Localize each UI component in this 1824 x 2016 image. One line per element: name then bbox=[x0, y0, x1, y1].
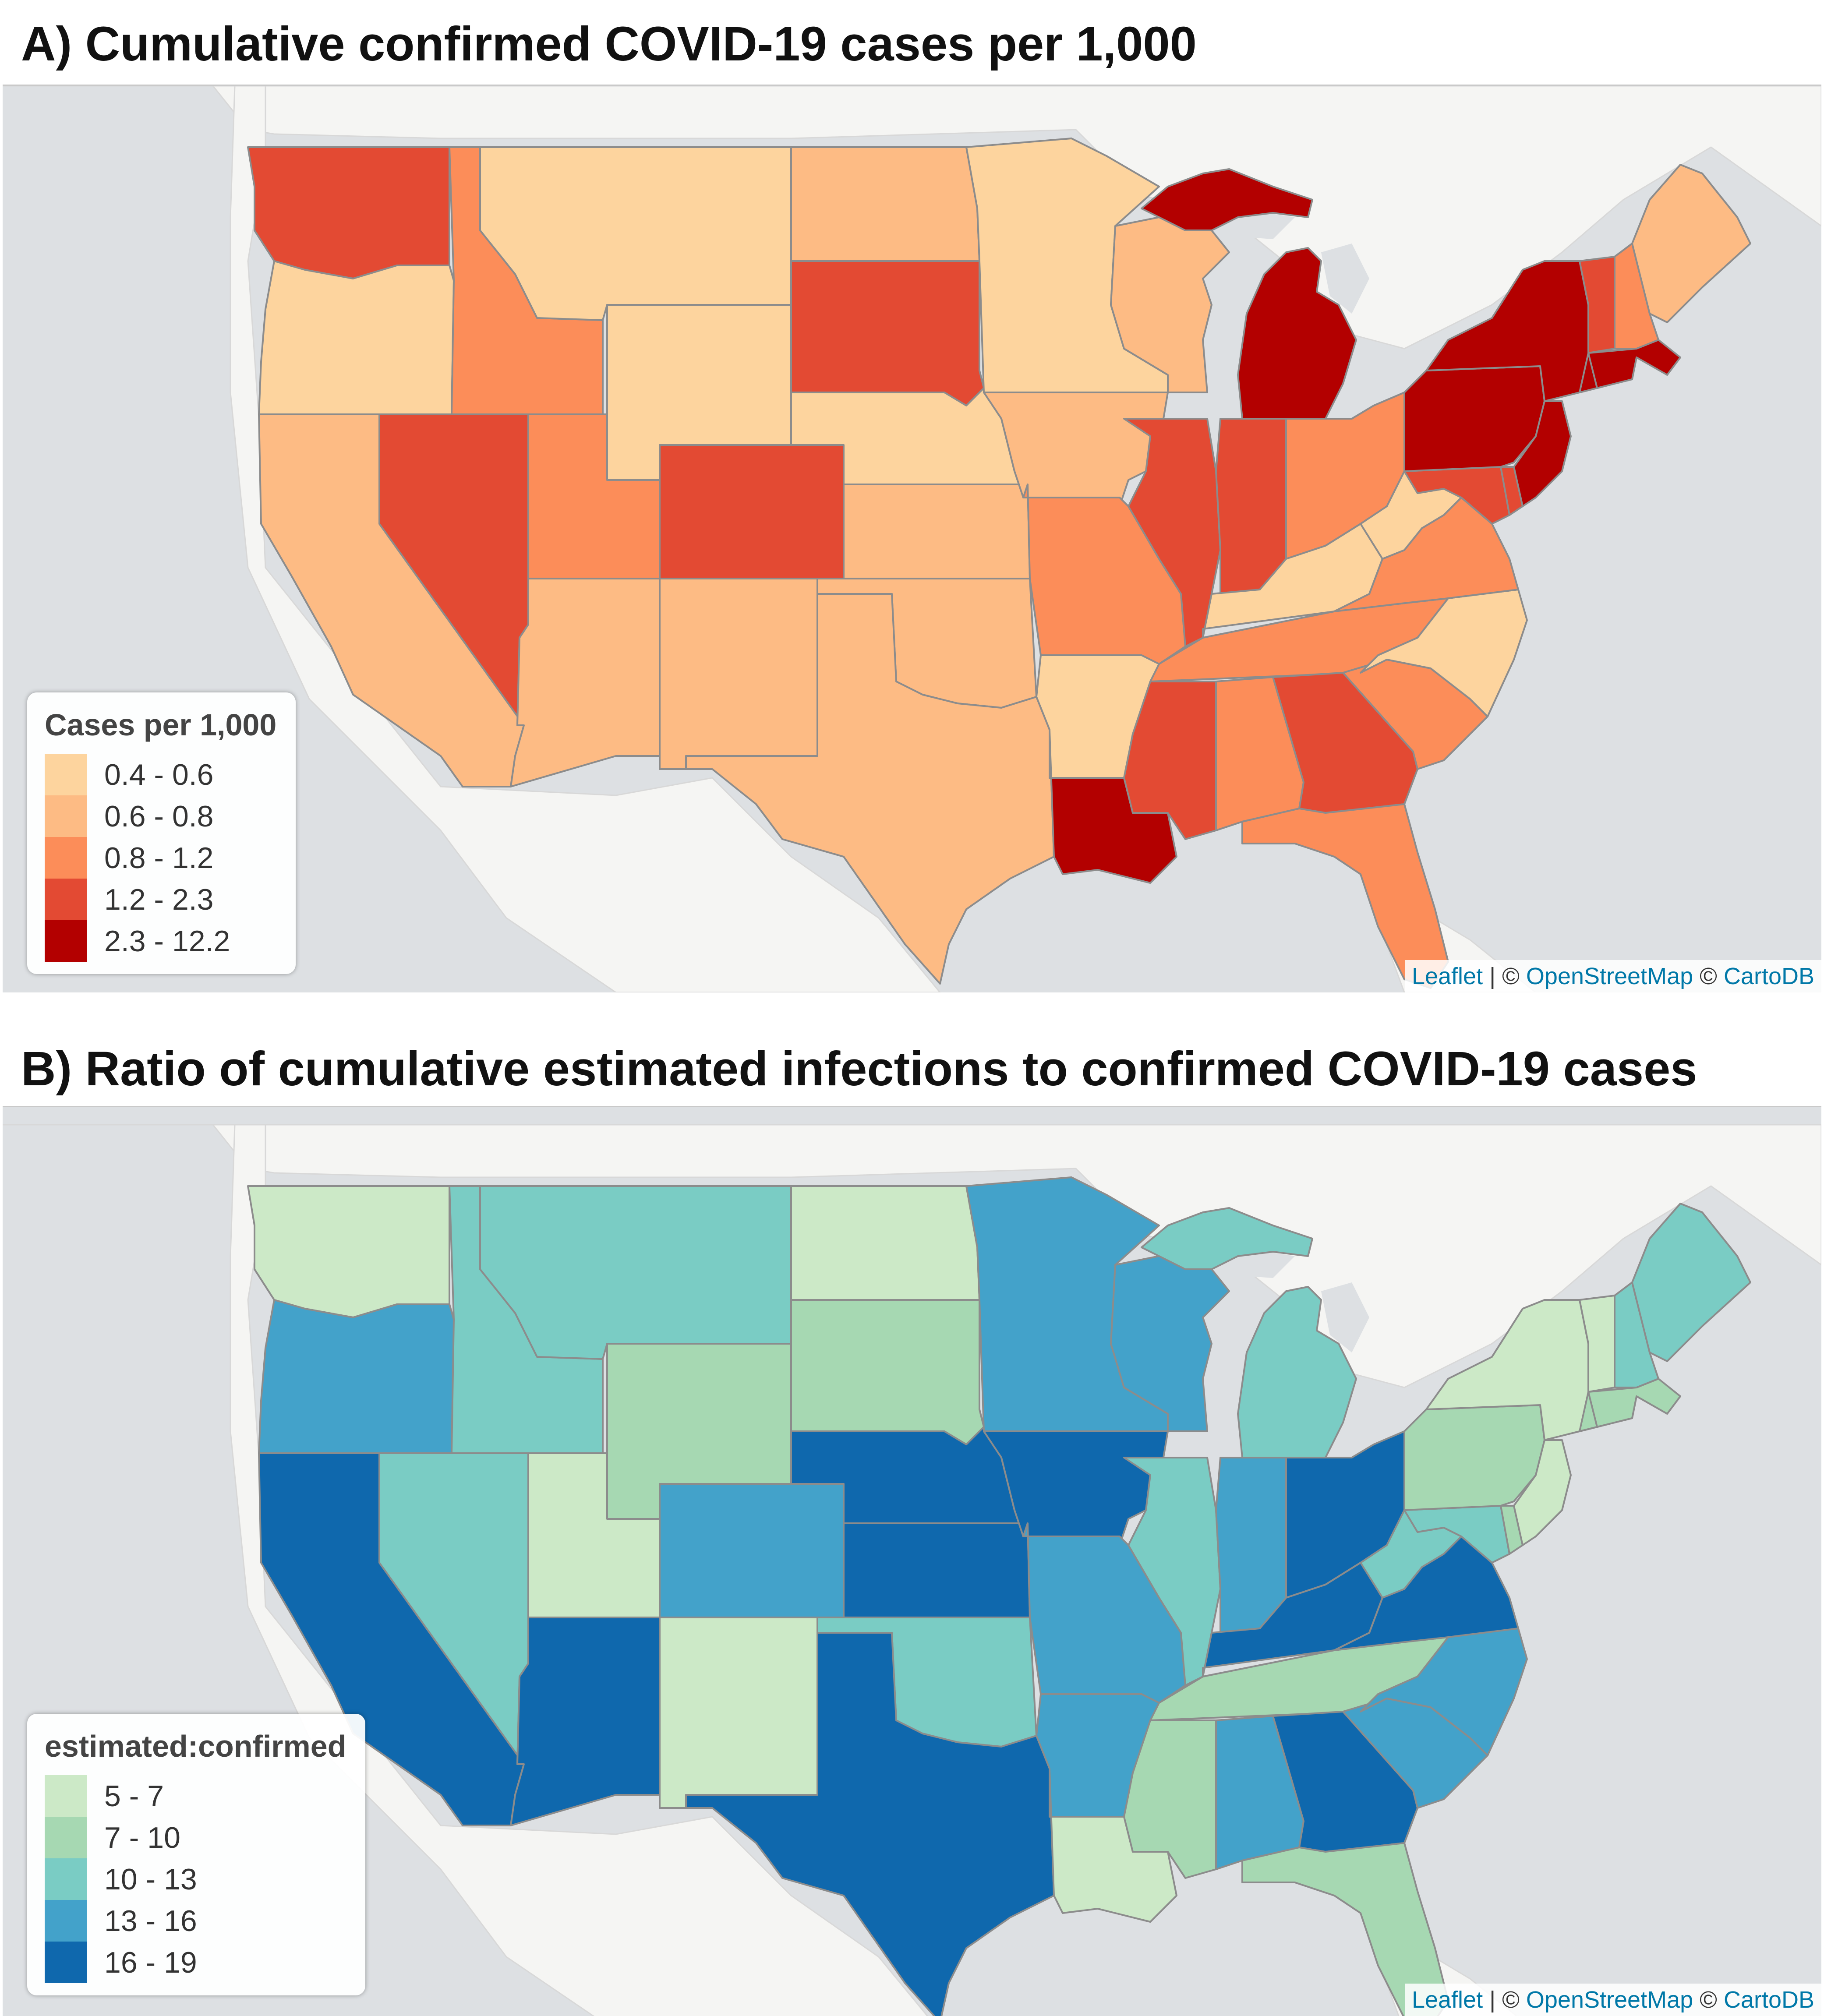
cartodb-link[interactable]: CartoDB bbox=[1723, 963, 1814, 989]
legend-item: 5 - 7 bbox=[45, 1775, 346, 1817]
legend-swatch bbox=[45, 1942, 87, 1983]
legend-label: 0.4 - 0.6 bbox=[104, 758, 214, 791]
legend-label: 13 - 16 bbox=[104, 1904, 197, 1938]
legend-item: 13 - 16 bbox=[45, 1900, 346, 1942]
attribution-separator: | © bbox=[1483, 1987, 1526, 2013]
legend-item: 0.8 - 1.2 bbox=[45, 837, 276, 879]
legend-swatch bbox=[45, 795, 87, 837]
leaflet-link[interactable]: Leaflet bbox=[1411, 963, 1483, 989]
state-co bbox=[659, 444, 845, 579]
legend-swatch bbox=[45, 1900, 87, 1942]
panel-a-legend: Cases per 1,000 0.4 - 0.6 0.6 - 0.8 0.8 … bbox=[27, 692, 296, 974]
lake-huron bbox=[1321, 1282, 1369, 1352]
continent-land bbox=[230, 86, 941, 992]
state-nj bbox=[1513, 400, 1572, 507]
openstreetmap-link[interactable]: OpenStreetMap bbox=[1526, 1987, 1693, 2013]
state-me bbox=[1631, 1203, 1751, 1362]
legend-item: 10 - 13 bbox=[45, 1858, 346, 1900]
lake-erie bbox=[1369, 349, 1448, 392]
legend-title: Cases per 1,000 bbox=[45, 708, 277, 742]
legend-swatch bbox=[45, 879, 87, 920]
legend-label: 7 - 10 bbox=[104, 1821, 180, 1854]
state-nd bbox=[790, 1185, 980, 1301]
legend-item: 0.4 - 0.6 bbox=[45, 754, 276, 795]
legend-swatch bbox=[45, 1858, 87, 1900]
legend-swatch bbox=[45, 754, 87, 795]
legend-item: 7 - 10 bbox=[45, 1817, 346, 1858]
legend-label: 0.6 - 0.8 bbox=[104, 799, 214, 833]
panel-b-map[interactable]: estimated:confirmed 5 - 7 7 - 10 10 - 13… bbox=[3, 1106, 1821, 2016]
state-tx bbox=[685, 1632, 1055, 2016]
state-me bbox=[1631, 164, 1751, 323]
legend-label: 1.2 - 2.3 bbox=[104, 883, 214, 916]
state-miup bbox=[1141, 168, 1313, 231]
state-tx bbox=[685, 593, 1055, 985]
panel-b-title: B) Ratio of cumulative estimated infecti… bbox=[21, 1042, 1697, 1096]
legend-label: 0.8 - 1.2 bbox=[104, 841, 214, 875]
legend-item: 0.6 - 0.8 bbox=[45, 795, 276, 837]
state-nm bbox=[659, 1617, 818, 1809]
legend-label: 5 - 7 bbox=[104, 1779, 164, 1813]
state-ks bbox=[843, 484, 1031, 579]
legend-item: 2.3 - 12.2 bbox=[45, 920, 276, 962]
panel-a-map[interactable]: Cases per 1,000 0.4 - 0.6 0.6 - 0.8 0.8 … bbox=[3, 85, 1821, 992]
state-or bbox=[258, 1299, 455, 1454]
state-az bbox=[510, 578, 661, 787]
state-sd bbox=[790, 260, 985, 406]
legend-item: 16 - 19 bbox=[45, 1942, 346, 1983]
panel-b-attribution: Leaflet | © OpenStreetMap © CartoDB bbox=[1404, 1984, 1821, 2016]
state-ia bbox=[983, 392, 1169, 507]
panel-a-attribution: Leaflet | © OpenStreetMap © CartoDB bbox=[1404, 960, 1821, 992]
state-sd bbox=[790, 1299, 985, 1445]
state-in bbox=[1215, 418, 1287, 595]
state-co bbox=[659, 1483, 845, 1618]
state-in bbox=[1215, 1457, 1287, 1634]
lake-huron bbox=[1321, 244, 1369, 314]
attribution-copyright: © bbox=[1693, 1987, 1724, 2013]
state-miup bbox=[1141, 1207, 1313, 1270]
cartodb-link[interactable]: CartoDB bbox=[1723, 1987, 1814, 2013]
state-nc bbox=[1360, 1628, 1528, 1756]
state-fl bbox=[1241, 1842, 1449, 2016]
openstreetmap-link[interactable]: OpenStreetMap bbox=[1526, 963, 1693, 989]
state-or bbox=[258, 260, 455, 415]
legend-label: 2.3 - 12.2 bbox=[104, 924, 230, 958]
legend-swatch bbox=[45, 1817, 87, 1858]
continent-land bbox=[230, 1124, 929, 2016]
attribution-copyright: © bbox=[1693, 963, 1724, 989]
lake-erie bbox=[1369, 1388, 1448, 1431]
panel-b-legend: estimated:confirmed 5 - 7 7 - 10 10 - 13… bbox=[27, 1714, 366, 1995]
state-ks bbox=[843, 1522, 1031, 1618]
state-nd bbox=[790, 146, 980, 262]
state-ia bbox=[983, 1430, 1169, 1546]
attribution-separator: | © bbox=[1483, 963, 1526, 989]
state-az bbox=[510, 1617, 661, 1826]
legend-item: 1.2 - 2.3 bbox=[45, 879, 276, 920]
state-nc bbox=[1360, 589, 1528, 717]
legend-label: 10 - 13 bbox=[104, 1862, 197, 1896]
state-nj bbox=[1513, 1439, 1572, 1546]
state-nm bbox=[659, 578, 818, 770]
legend-swatch bbox=[45, 920, 87, 962]
state-mt bbox=[479, 1185, 792, 1360]
legend-label: 16 - 19 bbox=[104, 1945, 197, 1979]
legend-swatch bbox=[45, 837, 87, 879]
panel-a-title: A) Cumulative confirmed COVID-19 cases p… bbox=[21, 17, 1197, 71]
state-wa bbox=[247, 146, 450, 279]
legend-title: estimated:confirmed bbox=[45, 1729, 346, 1763]
legend-swatch bbox=[45, 1775, 87, 1817]
state-wa bbox=[247, 1185, 450, 1318]
panel-a-map-svg bbox=[3, 86, 1821, 992]
leaflet-link[interactable]: Leaflet bbox=[1411, 1987, 1483, 2013]
state-mt bbox=[479, 146, 792, 321]
